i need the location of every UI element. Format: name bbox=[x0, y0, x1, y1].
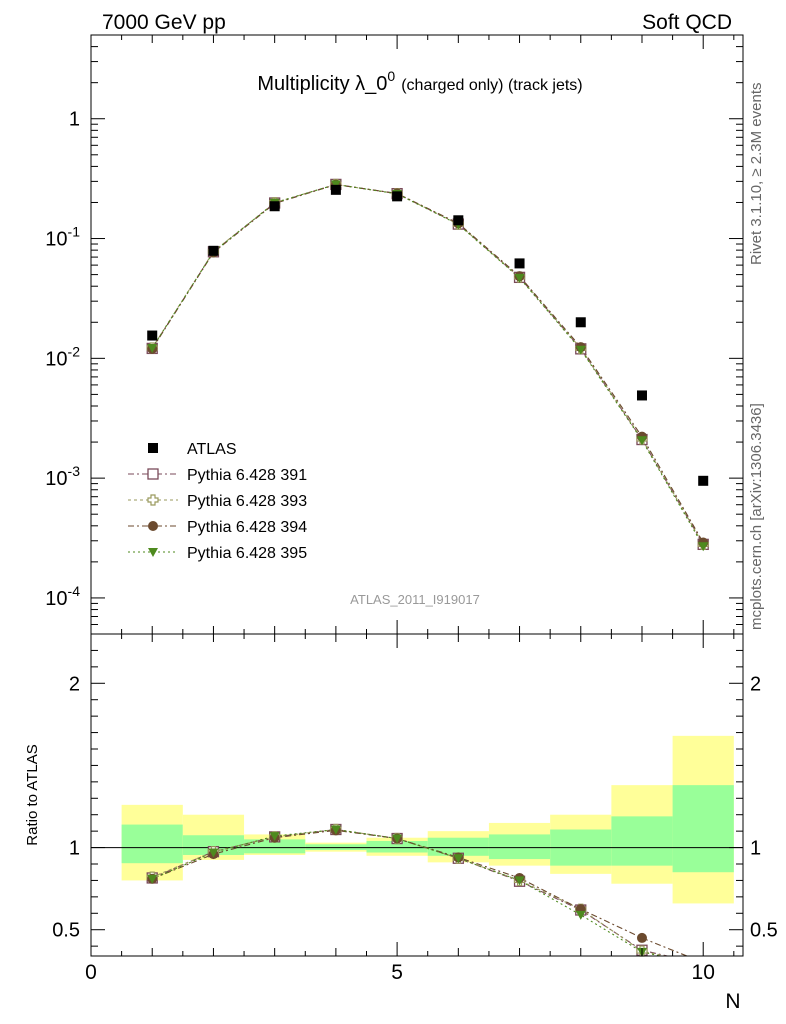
y-tick-label-3: 10-2 bbox=[45, 343, 80, 370]
band-inner-5 bbox=[366, 841, 428, 853]
data-point-2 bbox=[208, 245, 219, 256]
watermark: ATLAS_2011_I919017 bbox=[350, 592, 480, 607]
data-point-9 bbox=[636, 390, 647, 401]
ratio-4-point-1 bbox=[147, 874, 158, 884]
ratio-3-point-9 bbox=[636, 932, 647, 943]
ratio-tick-label-left-3: 2 bbox=[69, 673, 80, 695]
side-text-bottom: mcplots.cern.ch [arXiv:1306.3436] bbox=[748, 403, 765, 630]
x-tick-label-1: 0 bbox=[85, 961, 97, 984]
data-point-7 bbox=[514, 258, 525, 269]
series-line-2 bbox=[151, 183, 704, 545]
band-inner-1 bbox=[121, 824, 183, 864]
y-tick-label-5: 1 bbox=[69, 109, 80, 131]
ratio-tick-label-right-1: 0.5 bbox=[750, 920, 778, 942]
header-right: Soft QCD bbox=[642, 11, 732, 34]
legend: ATLAS Pythia 6.428 391 Pythia 6.428 393 Pyt… bbox=[128, 441, 307, 562]
series-4-point-9 bbox=[636, 436, 647, 446]
x-axis-label: N bbox=[725, 990, 740, 1013]
legend-marker-2 bbox=[147, 494, 159, 506]
data-point-10 bbox=[698, 475, 709, 486]
legend-marker-1 bbox=[147, 468, 159, 480]
x-tick-label-2: 5 bbox=[391, 961, 403, 984]
legend-marker-0 bbox=[148, 443, 158, 453]
band-inner-7 bbox=[488, 834, 551, 860]
legend-label-3: Pythia 6.428 394 bbox=[187, 519, 307, 536]
uncertainty-bands bbox=[91, 735, 743, 904]
legend-label-4: Pythia 6.428 395 bbox=[187, 545, 307, 562]
band-inner-2 bbox=[182, 835, 245, 855]
ratio-tick-label-right-3: 2 bbox=[750, 673, 761, 695]
series-lines bbox=[151, 183, 704, 956]
y-tick-label-2: 10-3 bbox=[45, 463, 80, 490]
band-inner-6 bbox=[427, 837, 489, 856]
ratio-4-point-7 bbox=[514, 876, 525, 886]
data-point-5 bbox=[392, 191, 403, 202]
legend-label-0: ATLAS bbox=[187, 441, 237, 458]
band-inner-9 bbox=[611, 816, 673, 866]
side-text-top: Rivet 3.1.10, ≥ 2.3M events bbox=[748, 83, 765, 266]
x-tick-label-3: 10 bbox=[692, 961, 715, 984]
ratio-4-point-3 bbox=[269, 832, 280, 842]
band-inner-3 bbox=[244, 839, 306, 854]
band-inner-10 bbox=[672, 785, 734, 873]
y-tick-label-1: 10-4 bbox=[45, 583, 80, 610]
data-point-4 bbox=[330, 184, 341, 195]
ratio-4-point-2 bbox=[208, 848, 219, 858]
series-4-point-8 bbox=[575, 345, 586, 355]
plot-title-sup: 0 bbox=[387, 68, 395, 84]
ratio-panel-frame bbox=[90, 633, 744, 957]
plot-title-main: Multiplicity λ_0 bbox=[257, 73, 387, 95]
data-point-3 bbox=[269, 201, 280, 212]
legend-label-1: Pythia 6.428 391 bbox=[187, 467, 307, 484]
series-4-point-10 bbox=[698, 542, 709, 552]
ratio-line-4 bbox=[152, 828, 663, 956]
plot-title: Multiplicity λ_00 (charged only) (track j… bbox=[257, 68, 582, 95]
ratio-tick-label-right-2: 1 bbox=[750, 838, 761, 860]
ratio-4-point-4 bbox=[330, 825, 341, 835]
ratio-tick-label-left-1: 0.5 bbox=[52, 920, 80, 942]
axes: 0 5 10 10-4 10-3 10-2 10-1 1 0.5 0.5 1 1 2 2 bbox=[45, 34, 778, 984]
data-point-8 bbox=[575, 317, 586, 328]
series-line-1 bbox=[151, 183, 704, 545]
series-line-3 bbox=[151, 184, 704, 543]
ratio-ylabel: Ratio to ATLAS bbox=[24, 744, 41, 845]
header-left: 7000 GeV pp bbox=[102, 11, 226, 34]
data-markers bbox=[146, 178, 709, 957]
ratio-4-point-5 bbox=[392, 834, 403, 844]
ratio-tick-label-left-2: 1 bbox=[69, 838, 80, 860]
data-point-1 bbox=[147, 330, 158, 341]
legend-marker-3 bbox=[148, 521, 158, 531]
series-4-point-1 bbox=[147, 343, 158, 353]
series-4-point-7 bbox=[514, 273, 525, 283]
data-point-6 bbox=[453, 215, 464, 226]
ratio-4-point-8 bbox=[575, 910, 586, 920]
plot-title-small: (charged only) (track jets) bbox=[401, 77, 582, 94]
y-tick-label-4: 10-1 bbox=[45, 224, 80, 251]
ratio-4-point-6 bbox=[453, 854, 464, 864]
legend-label-2: Pythia 6.428 393 bbox=[187, 493, 307, 510]
series-line-4 bbox=[151, 183, 704, 547]
legend-marker-4 bbox=[148, 548, 158, 557]
